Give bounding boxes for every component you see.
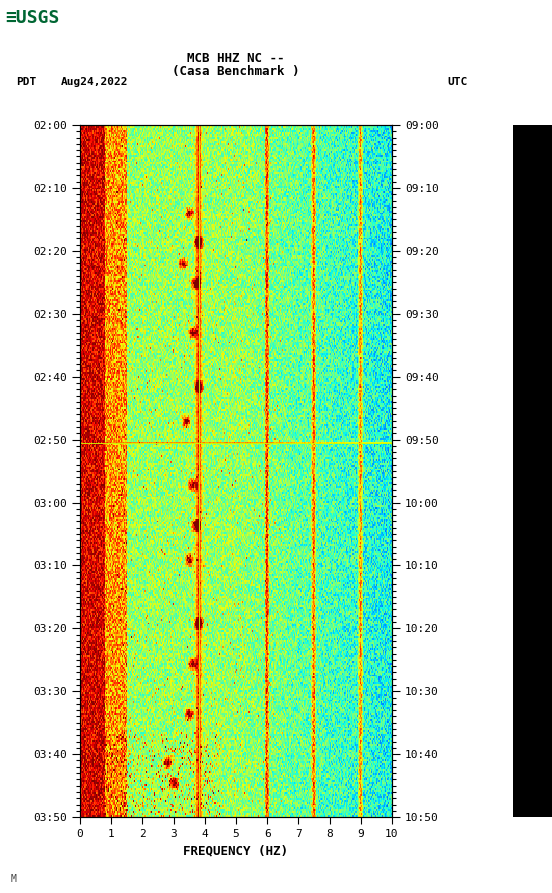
Text: (Casa Benchmark ): (Casa Benchmark ) (172, 65, 300, 78)
Text: M: M (11, 874, 17, 884)
Text: UTC: UTC (447, 77, 468, 88)
Text: Aug24,2022: Aug24,2022 (61, 77, 128, 88)
X-axis label: FREQUENCY (HZ): FREQUENCY (HZ) (183, 845, 289, 857)
Text: MCB HHZ NC --: MCB HHZ NC -- (187, 52, 285, 64)
Text: PDT: PDT (17, 77, 37, 88)
Text: ≡USGS: ≡USGS (6, 9, 60, 27)
